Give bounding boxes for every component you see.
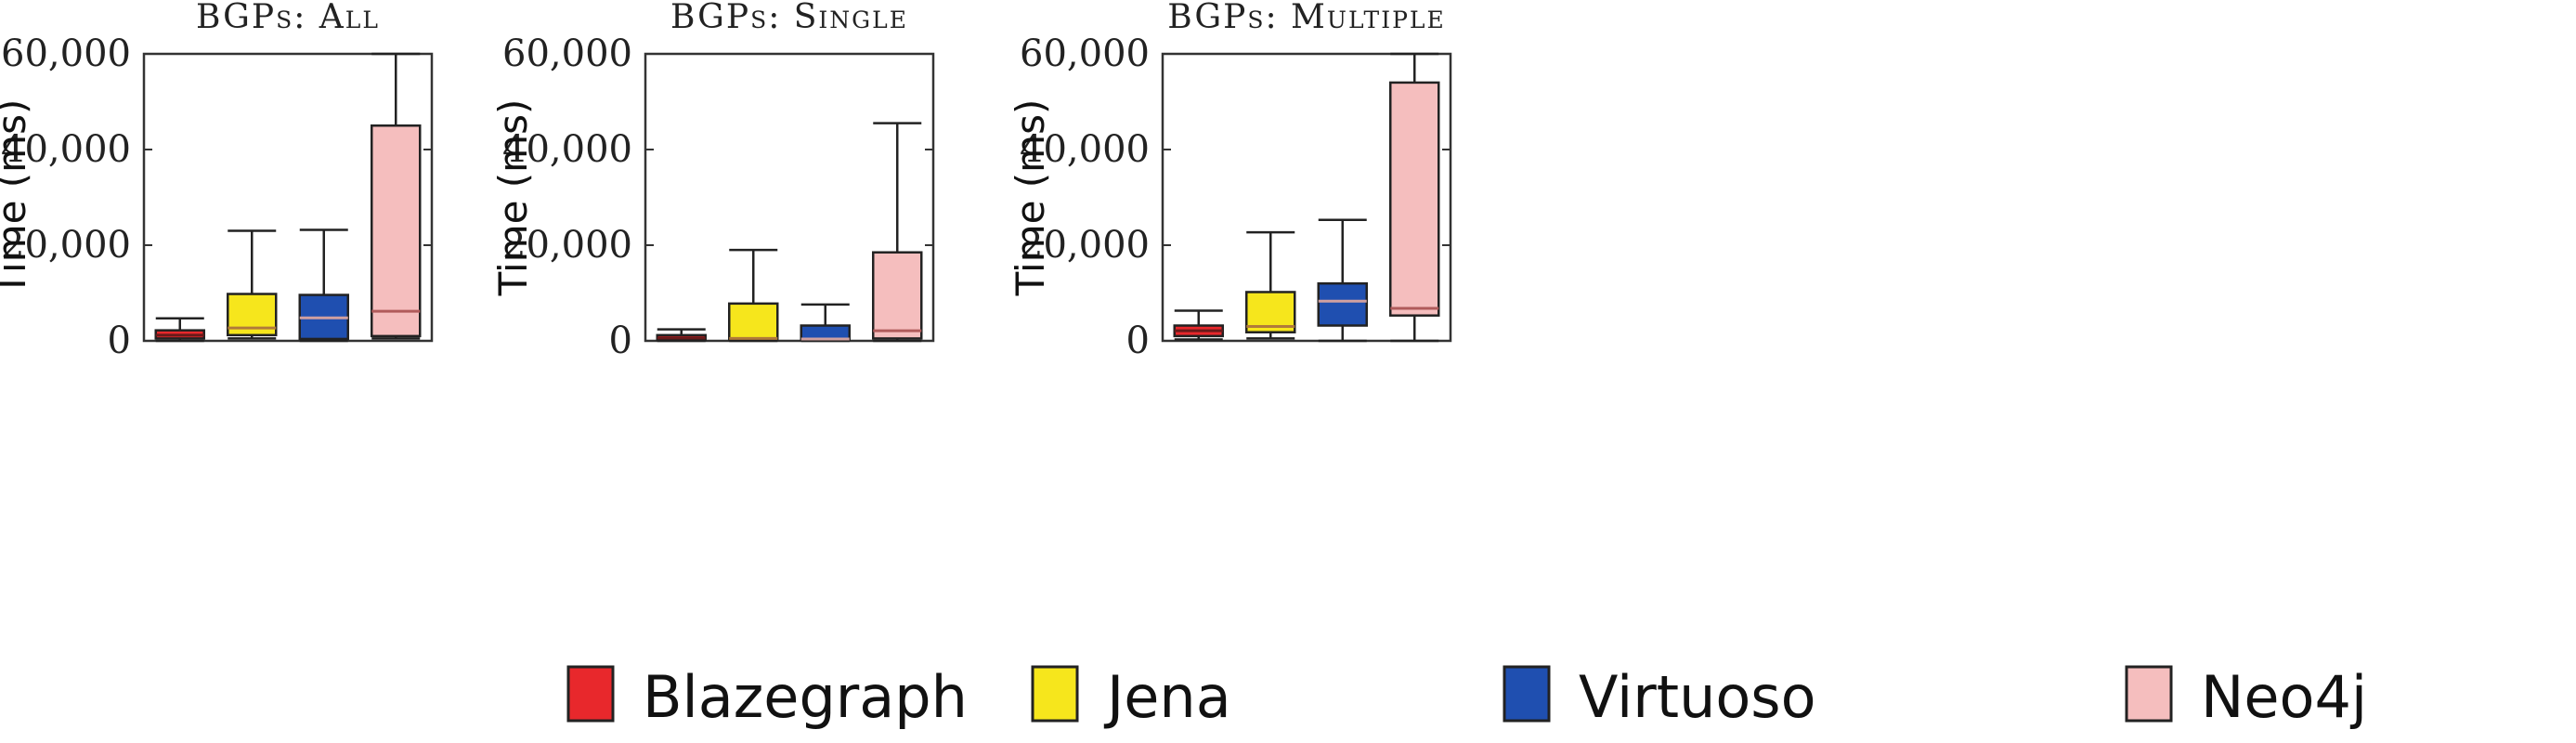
y-tick-label: 20,000 (1020, 224, 1150, 267)
box-neo4j (872, 122, 923, 343)
y-axis-label: Time (ms) (490, 99, 536, 297)
y-tick-label: 40,000 (502, 128, 632, 171)
panel-title: BGPs: Single (670, 0, 908, 36)
box-neo4j (371, 52, 422, 340)
plot-frame (1161, 52, 1452, 343)
iqr-box (371, 124, 422, 338)
legend-swatch (566, 665, 615, 723)
iqr-box (1317, 281, 1368, 327)
iqr-box (728, 302, 779, 341)
legend-label: Neo4j (2201, 663, 2367, 731)
box-virtuoso (800, 303, 851, 343)
box-virtuoso (298, 228, 349, 343)
plot-frame (644, 52, 935, 343)
panel-3: BGPs: Multiple 0 20,000 40,000 60,000 Time (m… (1008, 0, 1452, 362)
box-jena (227, 229, 278, 340)
panel-title: BGPs: Multiple (1167, 0, 1446, 36)
panel-title: BGPs: All (196, 0, 380, 36)
y-tick-label: 40,000 (1020, 128, 1150, 171)
y-tick-label: 60,000 (1020, 33, 1150, 75)
legend-swatch (1503, 665, 1551, 723)
box-jena (728, 248, 779, 343)
box-blazegraph (154, 317, 205, 343)
y-tick-label: 0 (1126, 319, 1150, 362)
legend: Blazegraph Jena Virtuoso Neo4j (566, 663, 2367, 731)
box-jena (1245, 230, 1296, 340)
legend-item-virtuoso: Virtuoso (1503, 663, 1816, 731)
box-blazegraph (656, 328, 707, 343)
y-tick-label: 0 (609, 319, 632, 362)
y-tick-label: 0 (108, 319, 131, 362)
y-axis-label: Time (ms) (1008, 99, 1053, 297)
iqr-box (872, 251, 923, 340)
plot-frame (142, 52, 434, 343)
iqr-box (1389, 81, 1440, 317)
panel-1: BGPs: All 0 20,000 40,000 60,000 Time (ms) (0, 0, 434, 362)
box-virtuoso (1317, 218, 1368, 343)
legend-item-jena: Jena (1031, 663, 1231, 731)
legend-swatch (2125, 665, 2173, 723)
legend-swatch (1031, 665, 1079, 723)
legend-item-neo4j: Neo4j (2125, 663, 2367, 731)
y-tick-label: 40,000 (1, 128, 131, 171)
legend-item-blazegraph: Blazegraph (566, 663, 968, 731)
panel-2: BGPs: Single 0 20,000 40,000 60,000 Time (ms) (490, 0, 935, 362)
legend-label: Jena (1103, 663, 1231, 731)
y-tick-label: 20,000 (502, 224, 632, 267)
box-neo4j (1389, 52, 1440, 343)
y-tick-label: 60,000 (502, 33, 632, 75)
y-tick-label: 60,000 (1, 33, 131, 75)
box-blazegraph (1173, 309, 1224, 341)
y-tick-label: 20,000 (1, 224, 131, 267)
legend-label: Virtuoso (1579, 663, 1816, 731)
y-axis-label: Time (ms) (0, 99, 34, 297)
legend-label: Blazegraph (643, 663, 968, 731)
